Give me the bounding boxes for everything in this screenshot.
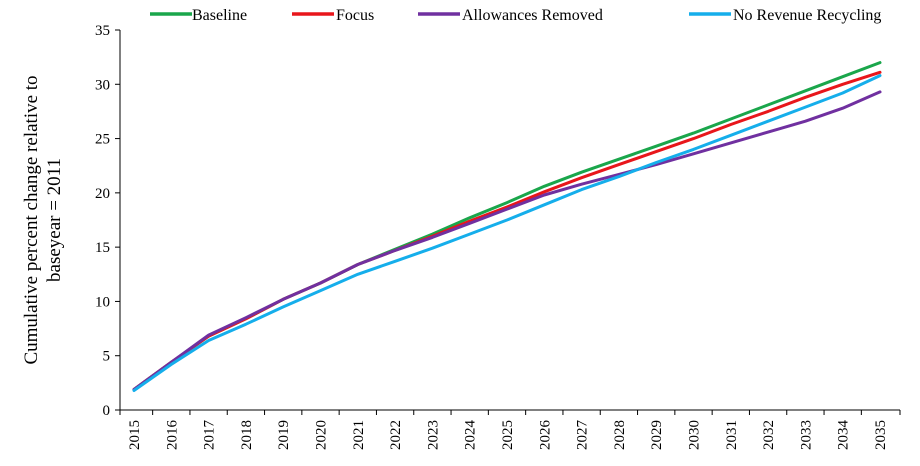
x-tick-label: 2022	[388, 420, 404, 450]
x-tick-label: 2015	[127, 420, 143, 450]
x-tick-label: 2033	[798, 420, 814, 450]
series-line-allowances-removed	[132, 90, 882, 391]
y-tick-label: 10	[95, 294, 110, 310]
plot-area	[132, 61, 882, 392]
y-tick-label: 30	[95, 77, 110, 93]
legend-item: No Revenue Recycling	[689, 7, 881, 24]
x-axis: 2015 2016 2017 2018 2019 2020 2021 2022 2023 2024…	[119, 409, 901, 451]
legend-label: Focus	[336, 7, 374, 24]
x-tick-label: 2026	[537, 420, 553, 451]
legend-label: Baseline	[192, 7, 247, 24]
y-tick-label: 0	[103, 403, 111, 419]
x-tick-label: 2025	[500, 420, 516, 450]
x-tick-label: 2016	[164, 420, 180, 451]
legend-item: Focus	[292, 7, 374, 24]
legend: Baseline Focus Allowances Removed No Revenu…	[150, 7, 881, 24]
y-axis-title: Cumulative percent change relative to bas…	[21, 75, 65, 364]
x-tick-label: 2024	[463, 420, 479, 451]
y-axis: 0 5 10 15 20 25 30 35	[95, 23, 121, 419]
x-tick-label: 2035	[873, 420, 889, 450]
x-tick-label: 2034	[836, 420, 852, 451]
legend-label: No Revenue Recycling	[733, 7, 881, 24]
y-tick-label: 35	[95, 23, 110, 39]
y-tick-label: 5	[103, 349, 111, 365]
y-tick-label: 25	[95, 132, 110, 148]
x-tick-label: 2032	[761, 420, 777, 450]
x-tick-label: 2029	[649, 420, 665, 450]
y-tick-label: 20	[95, 186, 110, 202]
x-tick-label: 2031	[724, 420, 740, 450]
x-tick-label: 2017	[202, 420, 218, 451]
x-tick-label: 2021	[351, 420, 367, 450]
x-tick-label: 2018	[239, 420, 255, 450]
y-tick-label: 15	[95, 240, 110, 256]
x-tick-label: 2027	[575, 420, 591, 451]
y-axis-title-line: Cumulative percent change relative to	[21, 75, 42, 364]
legend-item: Allowances Removed	[418, 7, 603, 24]
legend-item: Baseline	[150, 7, 247, 24]
series-line-no-revenue-recycling	[132, 74, 882, 392]
x-tick-label: 2020	[314, 420, 330, 450]
x-tick-label: 2023	[425, 420, 441, 450]
x-tick-label: 2028	[612, 420, 628, 450]
y-axis-title-line: baseyear = 2011	[44, 158, 65, 282]
legend-label: Allowances Removed	[462, 7, 603, 24]
x-tick-label: 2019	[276, 420, 292, 450]
x-tick-label: 2030	[687, 420, 703, 450]
